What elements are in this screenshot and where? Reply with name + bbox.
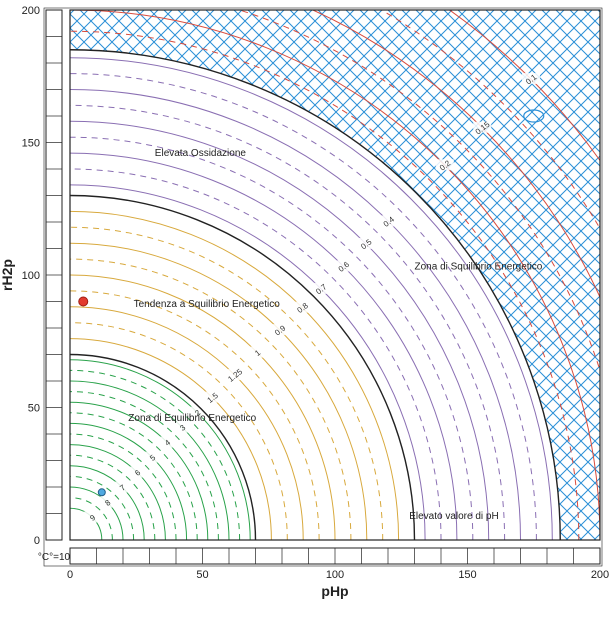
y-tick-label: 100 — [22, 270, 40, 282]
x-tick-label: 50 — [196, 569, 208, 581]
region-label: Elevato valore di pH — [409, 511, 499, 522]
y-axis-label: rH2p — [0, 259, 15, 291]
y-tick-label: 150 — [22, 138, 40, 150]
region-label: Zona di Squilibrio Energetico — [415, 262, 543, 273]
region-label: Zona di Equilibrio Energetico — [128, 413, 256, 424]
x-tick-label: 100 — [326, 569, 344, 581]
degc-label: °C°=10 — [38, 552, 71, 563]
blue-dot — [98, 489, 105, 496]
region-label: Tendenza a Squilibrio Energetico — [134, 299, 281, 310]
y-tick-label: 0 — [34, 535, 40, 547]
region-label: Elevata Ossidazione — [155, 148, 247, 159]
red-dot — [79, 297, 88, 306]
y-tick-label: 50 — [28, 403, 40, 415]
y-tick-label: 200 — [22, 5, 40, 17]
x-tick-label: 150 — [458, 569, 476, 581]
x-tick-label: 0 — [67, 569, 73, 581]
x-axis-label: pHp — [321, 583, 348, 599]
x-tick-label: 200 — [591, 569, 609, 581]
bioelectronic-chart: 987654321.51.2510.90.80.70.60.50.40.20.1… — [0, 0, 613, 618]
